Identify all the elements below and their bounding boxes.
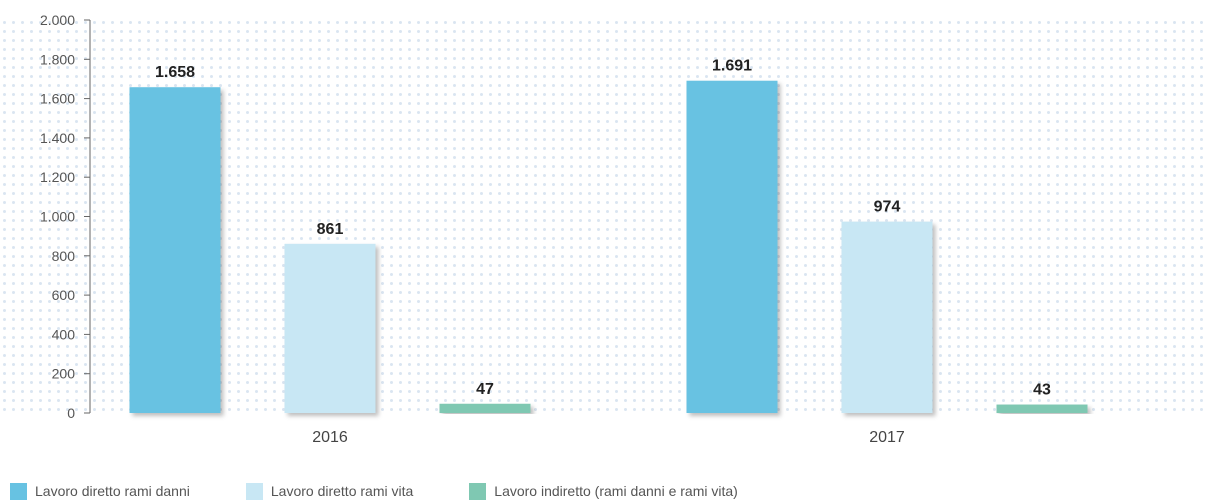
bars [129,80,1088,413]
legend-label-vita: Lavoro diretto rami vita [270,483,414,499]
bar-2017-series-0 [686,80,778,413]
data-label-2017-series-1: 974 [874,199,901,216]
legend-label-indiretto: Lavoro indiretto (rami danni e rami vita… [494,483,738,499]
y-tick-label: 200 [52,366,76,382]
y-tick-label: 1.200 [40,169,75,185]
data-label-2017-series-0: 1.691 [712,58,752,75]
bar-2016-series-2 [439,403,531,413]
legend-swatch-vita [245,482,263,500]
bar-2017-series-1 [841,221,933,413]
legend-swatch-danni [10,482,27,500]
legend-item-vita: Lavoro diretto rami vita [245,482,414,500]
y-tick-label: 1.800 [40,51,75,67]
bar-2017-series-2 [996,404,1088,413]
data-label-2016-series-2: 47 [476,381,494,398]
x-axis: 2016 2017 [312,429,905,446]
y-tick-label: 1.400 [40,130,75,146]
legend-item-indiretto: Lavoro indiretto (rami danni e rami vita… [469,482,738,500]
x-category-label-2016: 2016 [312,429,348,446]
legend-label-danni: Lavoro diretto rami danni [35,483,190,499]
y-tick-label: 800 [52,248,76,264]
y-tick-label: 400 [52,326,76,342]
legend-swatch-indiretto [469,482,487,500]
bar-2016-series-1 [284,243,376,413]
bar-chart: 0 200 400 600 800 1.000 1.200 1.400 1.600 1.800 2.… [0,12,1208,446]
legend: Lavoro diretto rami danni Lavoro diretto… [10,482,738,500]
y-tick-label: 1.000 [40,209,75,225]
legend-item-danni: Lavoro diretto rami danni [10,482,190,500]
data-label-2017-series-2: 43 [1033,382,1051,399]
data-labels: 1.658 861 47 1.691 974 43 [155,58,1051,399]
x-category-label-2017: 2017 [869,429,905,446]
y-tick-label: 0 [67,405,75,421]
y-axis: 0 200 400 600 800 1.000 1.200 1.400 1.600 1.800 2.… [40,12,91,421]
y-tick-label: 600 [52,287,76,303]
data-label-2016-series-0: 1.658 [155,64,195,81]
y-tick-label: 2.000 [40,12,75,28]
bar-2016-series-0 [129,87,221,413]
data-label-2016-series-1: 861 [317,221,344,238]
y-tick-label: 1.600 [40,91,75,107]
